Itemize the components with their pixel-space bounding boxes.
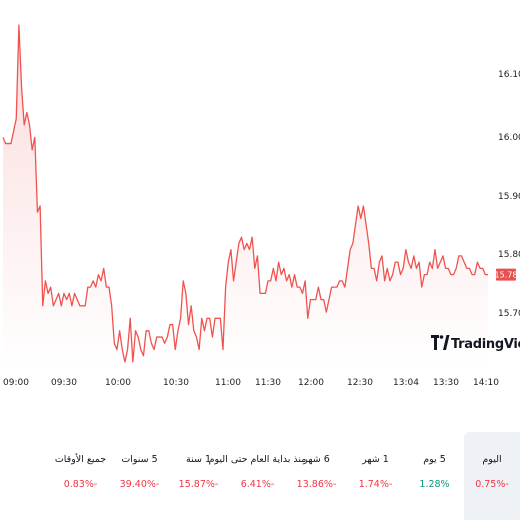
x-tick-label: 12:00 [298, 378, 324, 388]
y-axis: 16.10 16.00 15.90 15.80 15.70 [498, 70, 520, 319]
price-line [2, 24, 488, 363]
x-tick-label: 09:30 [51, 378, 77, 388]
period-label: 6 شهر [303, 454, 330, 465]
x-tick-label: 12:30 [347, 378, 373, 388]
period-change: 1.74%- [358, 479, 393, 490]
period-tab[interactable]: اليوم 0.75%- [464, 432, 520, 520]
period-tab[interactable]: 1 شهر 1.74%- [346, 432, 405, 520]
period-label: اليوم [482, 454, 502, 465]
last-price-tag: 15.78 [495, 268, 518, 281]
period-change: 13.86%- [296, 479, 337, 490]
x-tick-label: 11:30 [255, 378, 281, 388]
period-label: جميع الأوقات [54, 454, 107, 465]
x-tick-label: 10:00 [105, 378, 131, 388]
price-chart[interactable]: 16.10 16.00 15.90 15.80 15.70 09:00 09:30 10:0… [0, 0, 520, 432]
last-price-label: 15.78 [495, 271, 518, 280]
y-tick-label: 16.00 [498, 133, 520, 143]
y-tick-label: 15.90 [498, 192, 520, 202]
period-tab[interactable]: 5 يوم 1.28% [405, 432, 464, 520]
x-axis: 09:00 09:30 10:00 10:30 11:00 11:30 12:00 12:30… [3, 378, 499, 388]
period-label: 1 شهر [362, 454, 389, 465]
period-change: 0.83%- [63, 479, 98, 490]
x-tick-label: 11:00 [215, 378, 241, 388]
x-tick-label: 13:30 [433, 378, 459, 388]
y-tick-label: 15.70 [498, 309, 520, 319]
period-tab[interactable]: 5 سنوات 39.40%- [110, 432, 169, 520]
x-tick-label: 09:00 [3, 378, 29, 388]
period-tab[interactable]: جميع الأوقات 0.83%- [51, 432, 110, 520]
period-selector: اليوم 0.75%- 5 يوم 1.28% 1 شهر 1.74%- 6 شهر 13.… [0, 432, 520, 520]
period-tab[interactable]: 1 سنة 15.87%- [169, 432, 228, 520]
y-tick-label: 16.10 [498, 70, 520, 80]
tradingview-wordmark: TradingView [451, 337, 520, 352]
period-label: 1 سنة [186, 454, 211, 465]
period-label: 5 يوم [423, 454, 446, 465]
x-tick-label: 14:10 [473, 378, 499, 388]
period-tab[interactable]: منذ بداية العام حتى اليوم 6.41%- [209, 432, 307, 520]
tradingview-logo-icon [431, 335, 450, 350]
period-change: 0.75%- [475, 479, 509, 490]
period-tab[interactable]: 6 شهر 13.86%- [287, 432, 346, 520]
x-tick-label: 13:04 [393, 378, 419, 388]
period-change: 15.87%- [178, 479, 219, 490]
period-label: 5 سنوات [121, 454, 158, 465]
tradingview-logo[interactable]: TradingView [431, 335, 520, 352]
price-area-fill [3, 25, 488, 370]
y-tick-label: 15.80 [498, 250, 520, 260]
period-change: 1.28% [419, 479, 450, 490]
period-change: 39.40%- [119, 479, 160, 490]
period-label: منذ بداية العام حتى اليوم [208, 454, 307, 465]
period-change: 6.41%- [240, 479, 275, 490]
x-tick-label: 10:30 [163, 378, 189, 388]
